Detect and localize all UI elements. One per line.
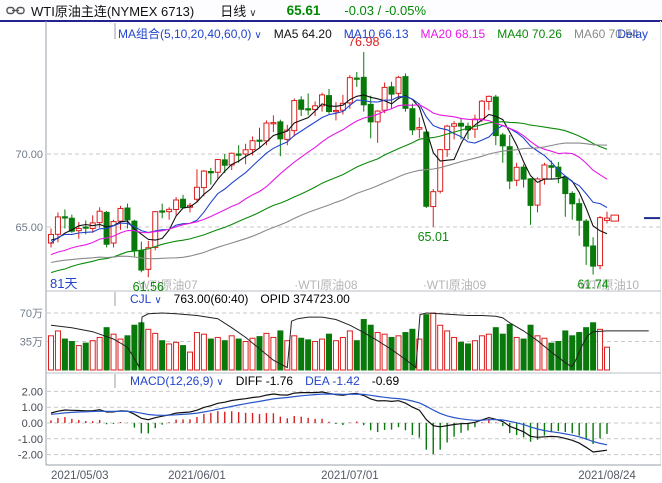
svg-text:70万: 70万 [20,308,43,320]
open-interest-line [50,312,649,370]
macd-histogram [50,411,608,455]
svg-text:76.98: 76.98 [348,35,379,49]
svg-text:·WTI原油07: ·WTI原油07 [134,278,198,292]
ma60-value: MA60 70.54 [573,26,639,41]
period-label: 日线 [220,3,247,19]
svg-text:2021/06/01: 2021/06/01 [168,470,226,482]
ma-settings-bar: MA组合(5,10,20,40,60,0) ∨ MA5 64.20 MA10 66… [118,25,651,42]
price-change: -0.03 / -0.05% [344,2,427,18]
delay-badge: Delay [617,27,648,41]
svg-text:2021/05/03: 2021/05/03 [51,470,109,482]
date-axis: 2021/05/03 2021/06/01 2021/07/01 2021/08/24 [51,470,636,482]
svg-text:1.00: 1.00 [22,402,43,414]
volume-value: 763.00(60:40) [173,292,249,306]
ma20-value: MA20 68.15 [420,26,486,41]
volume-indicator-bar: CJL ∨ 763.00(60:40) OPID 374723.00 [130,292,362,306]
candles [48,52,610,278]
macd-gridlines: 2.00 1.00 0.00 -1.00 -2.00 [18,386,660,462]
macd-dea-value: DEA -1.42 [305,374,360,388]
svg-text:0.00: 0.00 [22,418,43,430]
last-price-marker [610,214,660,222]
volume-gridlines: 70万 35万 [20,308,660,349]
period-selector[interactable]: 日线 ∨ [220,1,256,20]
chevron-down-icon: ∨ [154,295,162,306]
volume-indicator-label: CJL [130,292,152,306]
svg-text:35万: 35万 [20,337,43,349]
contract-watermarks: ·WTI原油07 ·WTI原油08 ·WTI原油09 ·WTI原油10 81天 [50,276,639,292]
svg-text:·WTI原油09: ·WTI原油09 [423,278,487,292]
macd-lines [50,391,608,453]
svg-text:·WTI原油10: ·WTI原油10 [576,278,640,292]
macd-diff-value: DIFF -1.76 [235,374,294,388]
volume-bars [48,312,610,371]
ma40-value: MA40 70.26 [497,26,562,41]
last-price: 65.61 [286,2,321,18]
ma-group-selector[interactable]: MA组合(5,10,20,40,60,0) ∨ [118,25,262,42]
svg-text:70.00: 70.00 [15,149,43,161]
ma10-value: MA10 66.13 [343,26,409,41]
price-annotations: 76.98 65.01 61.56 61.74 [133,35,609,294]
svg-text:2021/07/01: 2021/07/01 [321,470,379,482]
svg-text:2.00: 2.00 [22,386,43,398]
svg-text:65.01: 65.01 [418,230,449,244]
price-gridlines: 70.00 65.00 [15,149,660,234]
link-icon [6,5,25,16]
open-interest-value: OPID 374723.00 [260,292,350,306]
title-bar: WTI原油主连(NYMEX 6713) 日线 ∨ 65.61 -0.03 / -0… [0,0,662,22]
svg-text:2021/08/24: 2021/08/24 [578,470,636,482]
chevron-down-icon: ∨ [254,30,262,41]
volume-indicator-selector[interactable]: CJL ∨ [130,292,162,306]
svg-text:81天: 81天 [50,276,77,291]
svg-text:65.00: 65.00 [15,222,43,234]
macd-indicator-label: MACD(12,26,9) [130,374,214,388]
ma-lines [50,94,608,274]
chevron-down-icon: ∨ [249,7,257,19]
macd-indicator-bar: MACD(12,26,9) ∨ DIFF -1.76 DEA -1.42 -0.6… [130,374,411,388]
svg-text:61.74: 61.74 [577,278,608,292]
macd-bar-value: -0.69 [371,374,400,388]
svg-text:-1.00: -1.00 [18,434,43,446]
symbol-title: WTI原油主连(NYMEX 6713) [31,3,195,19]
ma-group-label: MA组合(5,10,20,40,60,0) [118,27,252,41]
chart-frame [45,21,661,466]
svg-text:-2.00: -2.00 [18,450,43,462]
svg-text:·WTI原油08: ·WTI原油08 [294,278,358,292]
ma5-value: MA5 64.20 [273,26,332,41]
svg-text:61.56: 61.56 [133,280,164,294]
chevron-down-icon: ∨ [216,377,224,388]
macd-indicator-selector[interactable]: MACD(12,26,9) ∨ [130,374,224,388]
